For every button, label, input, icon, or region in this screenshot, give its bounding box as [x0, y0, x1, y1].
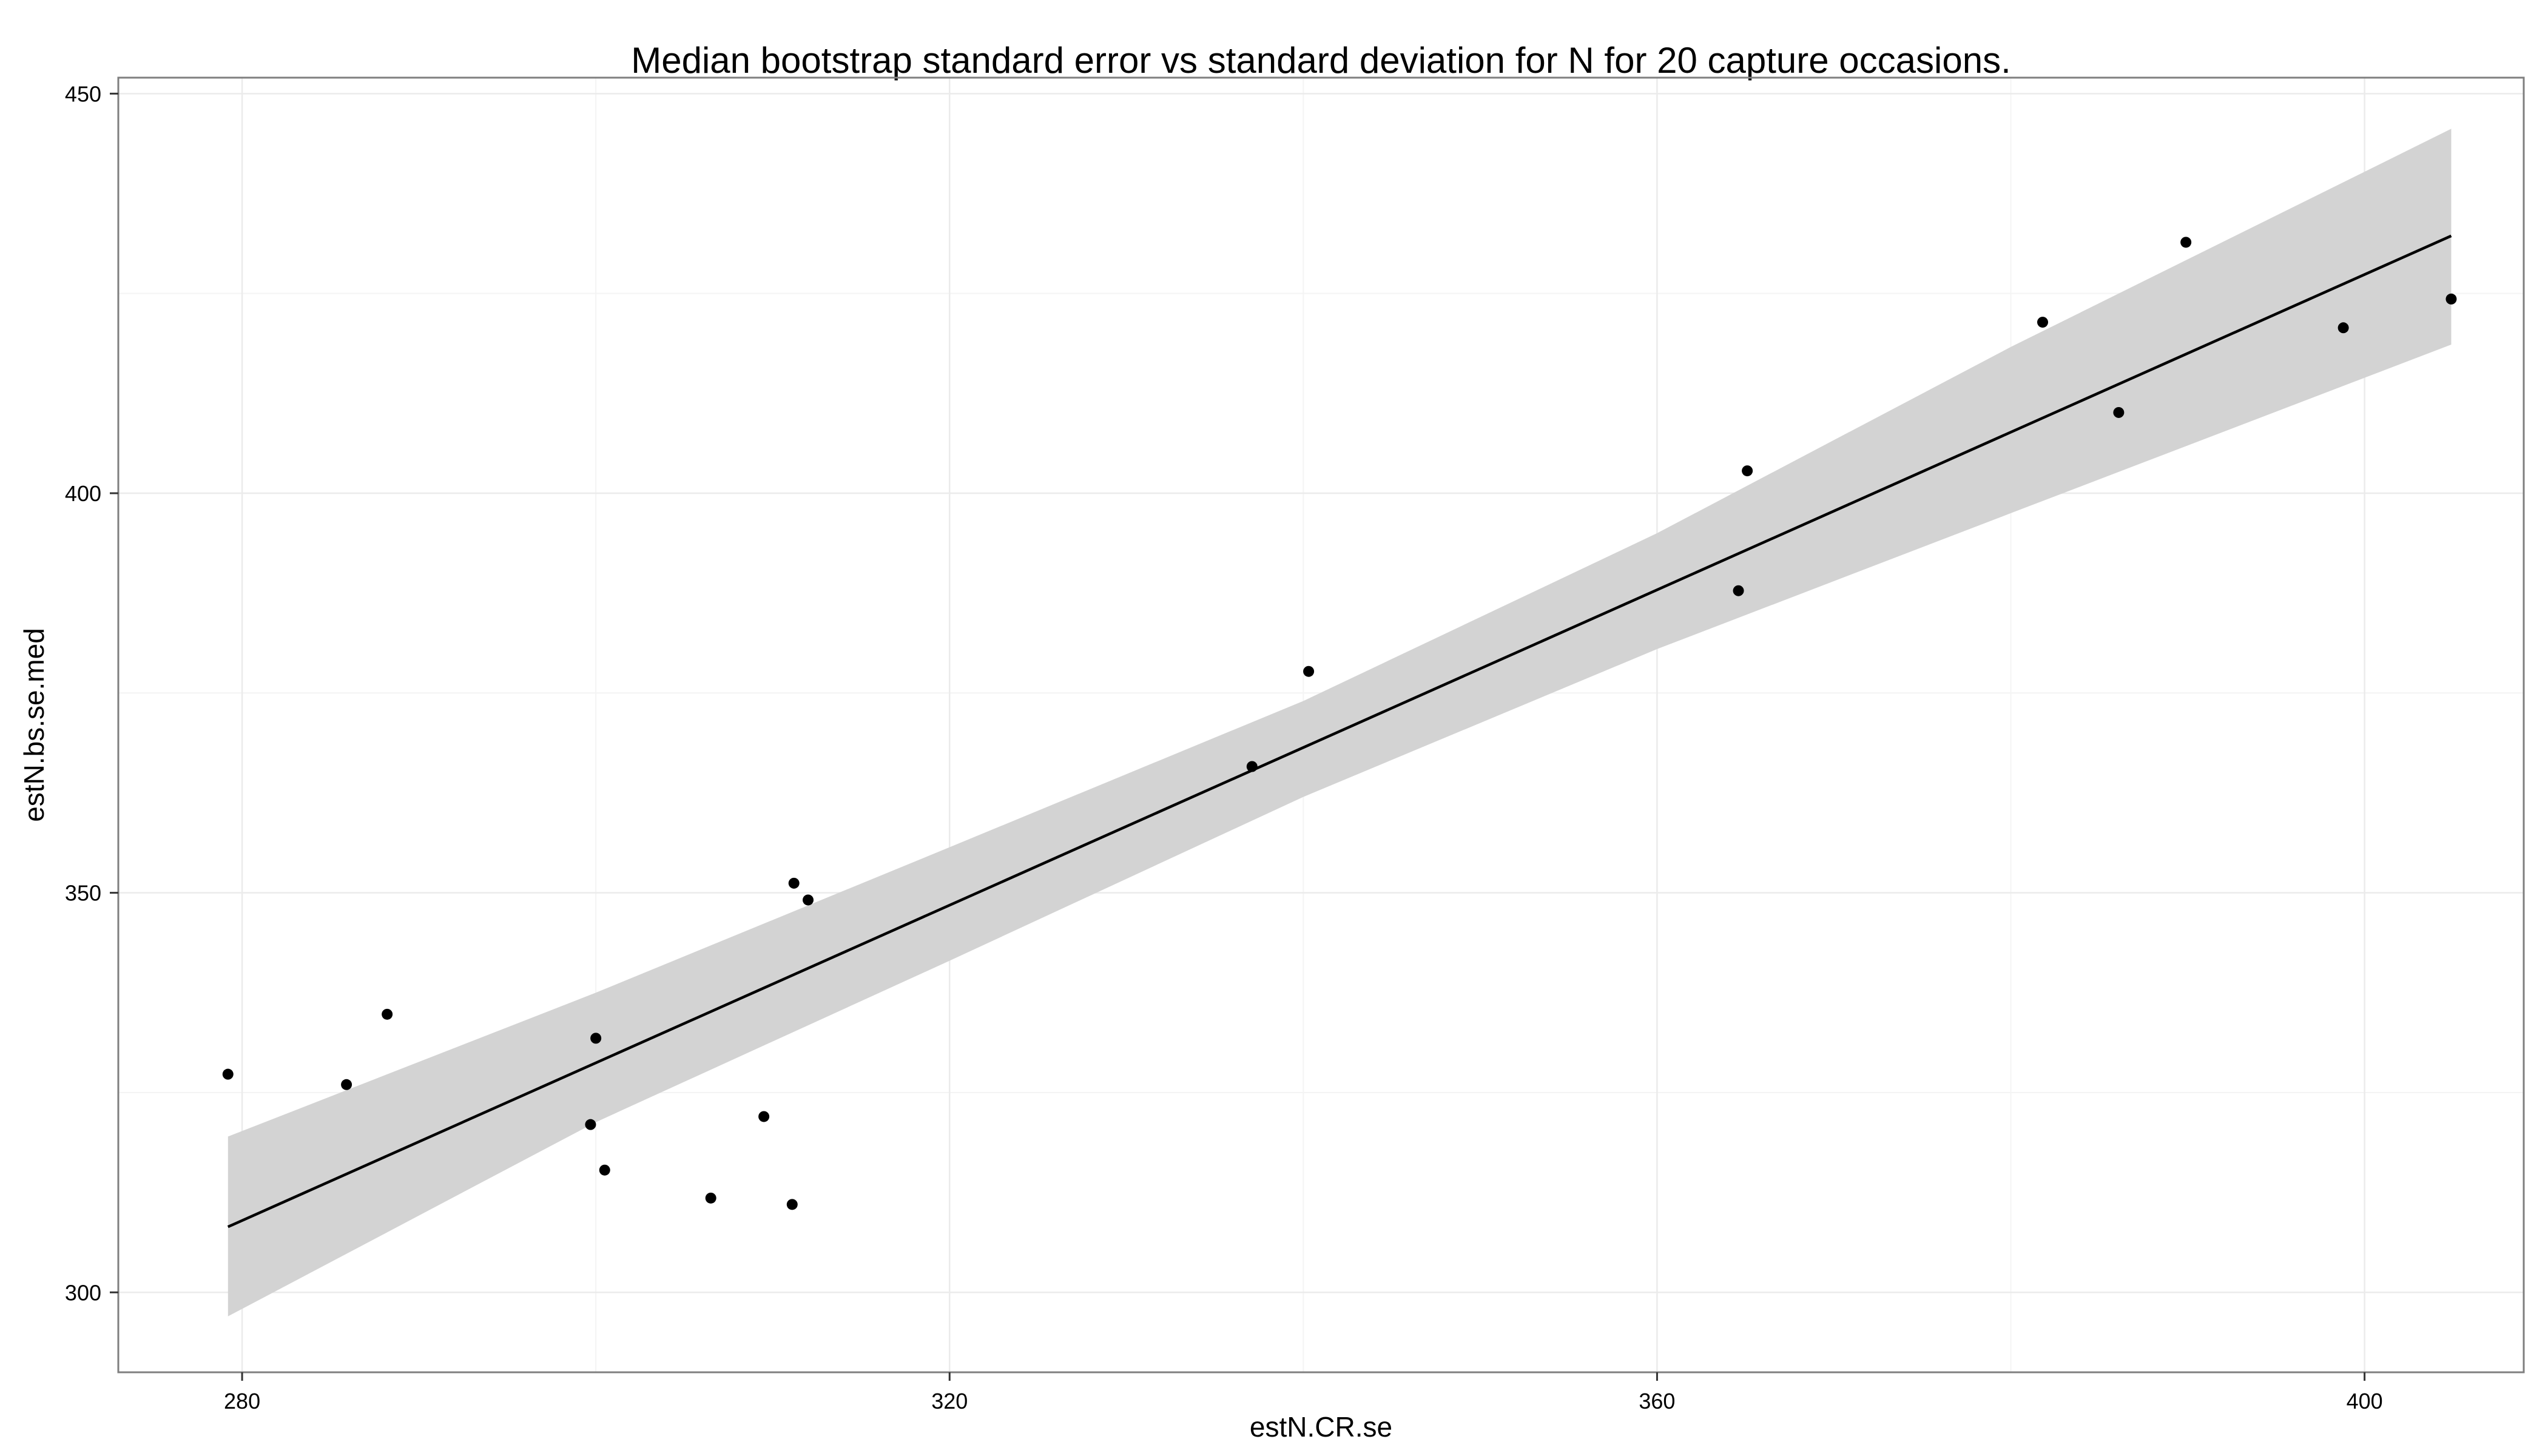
fit-line-layer: [227, 234, 2452, 1228]
x-tick-label: 360: [1639, 1389, 1675, 1414]
data-point: [2337, 322, 2349, 334]
y-tick-label: 350: [65, 881, 101, 906]
y-tick-label: 400: [65, 481, 101, 506]
data-point: [2113, 406, 2125, 418]
data-point: [705, 1192, 716, 1204]
data-point: [788, 877, 800, 889]
panel-border: [117, 76, 2525, 1373]
data-point: [2037, 317, 2048, 328]
data-point: [1246, 761, 1258, 772]
data-point: [599, 1164, 610, 1176]
data-point: [803, 894, 814, 906]
data-point: [758, 1111, 770, 1122]
data-point: [1742, 465, 1753, 477]
data-point: [382, 1008, 393, 1020]
data-point: [590, 1033, 602, 1044]
data-point: [786, 1199, 798, 1210]
y-axis: 300 350 400 450: [65, 81, 118, 1305]
data-point: [2180, 237, 2192, 248]
data-point: [1303, 666, 1315, 677]
x-tick-label: 400: [2347, 1389, 2383, 1414]
data-point: [341, 1079, 352, 1090]
y-tick-label: 450: [65, 81, 101, 106]
data-point: [585, 1119, 596, 1130]
data-point: [1733, 585, 1744, 596]
data-point: [222, 1068, 234, 1080]
points-layer: [222, 237, 2457, 1210]
y-axis-title: estN.bs.se.med: [18, 628, 50, 822]
x-axis: 280 320 360 400: [224, 1372, 2383, 1414]
x-tick-label: 280: [224, 1389, 260, 1414]
x-tick-label: 320: [931, 1389, 968, 1414]
confidence-band: [228, 129, 2452, 1316]
chart-title: Median bootstrap standard error vs stand…: [631, 40, 2011, 81]
data-point: [2445, 293, 2457, 305]
y-tick-label: 300: [65, 1280, 101, 1305]
confidence-band-layer: [228, 129, 2452, 1316]
fit-line: [227, 234, 2452, 1228]
x-axis-title: estN.CR.se: [1250, 1411, 1392, 1443]
